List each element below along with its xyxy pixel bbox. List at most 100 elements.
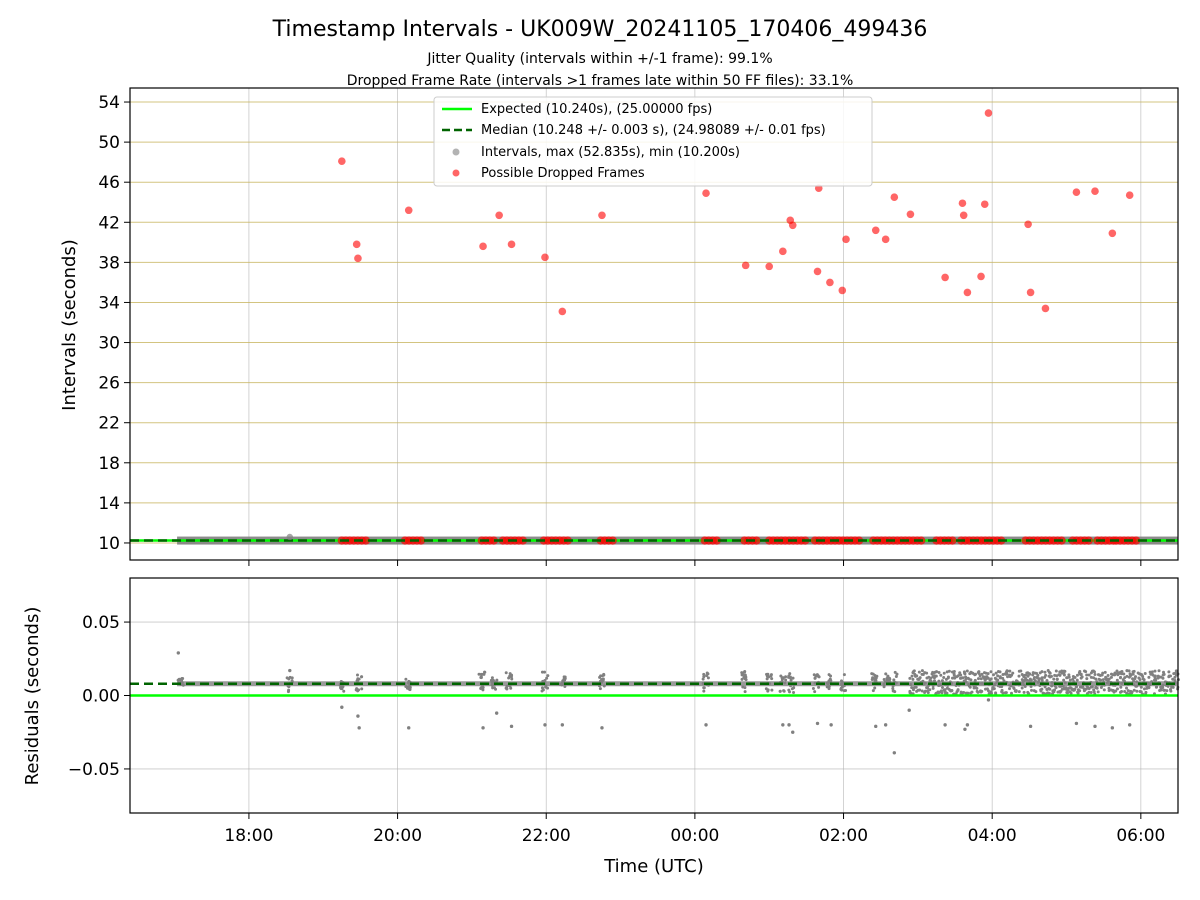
bottom-residual-point	[1127, 669, 1131, 673]
x-tick-label: 18:00	[224, 826, 273, 846]
bottom-residual-point	[765, 677, 769, 681]
bottom-residual-point	[979, 677, 983, 681]
bottom-residual-point	[1123, 676, 1127, 680]
bottom-residual-point	[1008, 669, 1012, 673]
bottom-residual-outlier	[481, 726, 485, 730]
bottom-residual-point	[964, 675, 968, 679]
bottom-residual-point	[1068, 678, 1072, 682]
bottom-residual-point	[893, 670, 897, 674]
legend-intervals-label: Intervals, max (52.835s), min (10.200s)	[481, 145, 740, 160]
top-ytick-label: 50	[98, 133, 120, 153]
bottom-residual-point	[1043, 685, 1047, 689]
bottom-residual-point	[702, 686, 706, 690]
bottom-residual-point	[989, 677, 993, 681]
bottom-residual-point	[770, 677, 774, 681]
bottom-residual-point	[1022, 690, 1026, 694]
x-axis-label: Time (UTC)	[603, 856, 704, 877]
top-dropped-point	[788, 221, 797, 230]
bottom-residual-outlier	[560, 723, 565, 727]
bottom-residual-point	[1087, 687, 1091, 691]
bottom-residual-point	[742, 670, 746, 674]
legend-expected-label: Expected (10.240s), (25.00000 fps)	[481, 102, 712, 117]
top-dropped-point	[1026, 288, 1035, 297]
x-tick-label: 04:00	[968, 826, 1017, 846]
bottom-residual-point	[940, 679, 944, 683]
bottom-residual-point	[975, 686, 979, 690]
bottom-residual-point	[494, 687, 498, 691]
bottom-residual-point	[1157, 669, 1161, 673]
top-dropped-point	[958, 199, 967, 208]
bottom-residual-point	[1012, 686, 1016, 690]
bottom-residual-point	[1174, 669, 1178, 673]
bottom-residual-point	[882, 685, 886, 689]
bottom-residual-point	[1150, 672, 1154, 676]
bottom-residual-point	[743, 690, 747, 694]
bottom-residual-point	[1080, 675, 1084, 679]
bottom-residual-outlier	[600, 726, 604, 730]
bottom-residual-point	[1102, 688, 1106, 692]
bottom-residual-point	[1147, 685, 1151, 689]
top-ytick-label: 22	[98, 414, 120, 434]
bottom-residual-point	[1073, 676, 1077, 680]
bottom-residual-point	[840, 682, 844, 686]
bottom-residual-point	[1130, 690, 1134, 694]
bottom-residual-point	[543, 678, 547, 682]
bottom-residual-point	[1118, 676, 1122, 680]
bottom-residual-point	[1025, 678, 1029, 682]
bottom-residual-point	[356, 678, 360, 682]
top-dropped-point	[984, 109, 993, 117]
bottom-residual-point	[510, 677, 514, 681]
bottom-residual-point	[491, 686, 495, 690]
bottom-residual-point	[1096, 690, 1100, 694]
bottom-residual-point	[937, 679, 941, 683]
bottom-residual-point	[969, 678, 973, 682]
bottom-residual-point	[844, 689, 848, 693]
bottom-residual-point	[1138, 689, 1142, 693]
bottom-residual-point	[741, 685, 745, 689]
bottom-residual-point	[983, 678, 987, 682]
bottom-residual-outlier	[963, 727, 967, 731]
bottom-residual-point	[928, 688, 932, 692]
bottom-residual-outlier	[791, 730, 795, 734]
bottom-residual-point	[483, 670, 487, 674]
bottom-residual-point	[911, 688, 915, 692]
bottom-residual-point	[985, 687, 989, 691]
bottom-residual-point	[910, 674, 914, 678]
bottom-residual-point	[495, 678, 499, 682]
bottom-residual-point	[1020, 686, 1024, 690]
bottom-residual-point	[964, 680, 968, 684]
bottom-residual-point	[1076, 691, 1080, 695]
bottom-residual-point	[598, 687, 602, 691]
bottom-residual-point	[740, 677, 744, 681]
top-dropped-point	[842, 235, 850, 244]
bottom-residual-point	[1150, 670, 1154, 674]
bottom-residual-point	[1072, 680, 1076, 684]
top-ytick-label: 54	[98, 93, 120, 113]
bottom-residual-point	[1109, 675, 1113, 679]
bottom-residual-outlier	[874, 724, 878, 729]
chart-subtitle-1: Jitter Quality (intervals within +/-1 fr…	[426, 51, 772, 67]
bottom-ylabel: Residuals (seconds)	[22, 607, 43, 786]
bottom-residual-point	[1094, 677, 1098, 681]
bottom-residual-point	[1169, 674, 1173, 678]
bottom-residual-point	[1035, 671, 1039, 675]
bottom-residual-point	[965, 669, 969, 673]
bottom-residual-point	[989, 670, 993, 674]
bottom-residual-point	[995, 681, 999, 685]
bottom-residual-point	[947, 669, 951, 673]
bottom-residual-point	[920, 689, 924, 693]
bottom-residual-point	[886, 680, 890, 684]
bottom-residual-point	[1132, 669, 1136, 673]
bottom-residual-point	[1167, 670, 1171, 674]
bottom-residual-point	[926, 686, 930, 690]
bottom-residual-point	[1104, 677, 1108, 681]
bottom-residual-point	[176, 678, 180, 682]
bottom-residual-point	[1099, 678, 1103, 682]
bottom-residual-point	[540, 686, 544, 690]
bottom-residual-point	[1043, 670, 1047, 674]
bottom-residual-point	[963, 672, 967, 676]
x-tick-label: 22:00	[522, 826, 571, 846]
bottom-residual-point	[962, 690, 966, 694]
top-dropped-point	[1072, 188, 1081, 197]
bottom-residual-point	[1040, 676, 1044, 680]
